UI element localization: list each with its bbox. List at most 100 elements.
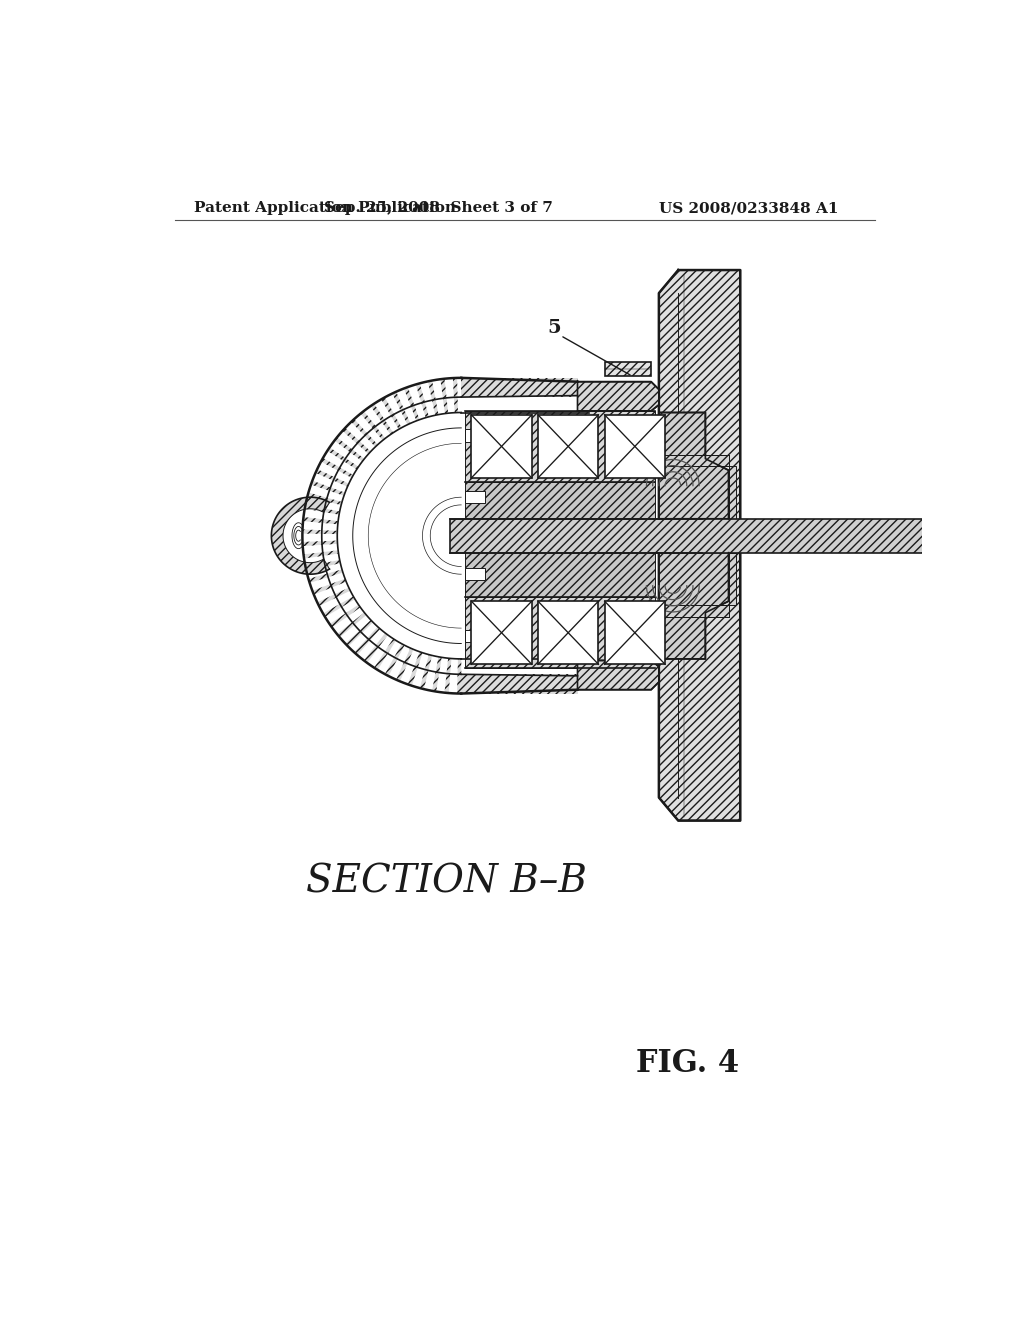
Polygon shape: [350, 449, 365, 462]
Polygon shape: [346, 605, 360, 616]
Polygon shape: [322, 541, 338, 545]
Polygon shape: [308, 574, 328, 583]
Polygon shape: [323, 605, 342, 616]
Bar: [465, 630, 484, 642]
Polygon shape: [335, 437, 352, 453]
Polygon shape: [457, 675, 461, 693]
Polygon shape: [303, 517, 323, 523]
Polygon shape: [327, 569, 343, 577]
Polygon shape: [326, 498, 342, 506]
Polygon shape: [453, 378, 458, 397]
Polygon shape: [435, 657, 441, 673]
Polygon shape: [443, 397, 449, 413]
Polygon shape: [325, 560, 340, 566]
Polygon shape: [440, 379, 446, 399]
Polygon shape: [312, 583, 332, 594]
Polygon shape: [351, 418, 368, 436]
Polygon shape: [331, 578, 346, 587]
Polygon shape: [432, 400, 438, 416]
Polygon shape: [338, 467, 353, 478]
Polygon shape: [302, 529, 322, 533]
Polygon shape: [328, 447, 346, 461]
Bar: [465, 411, 655, 482]
Bar: [471, 414, 531, 478]
Polygon shape: [408, 667, 418, 685]
Polygon shape: [360, 411, 376, 429]
Polygon shape: [428, 380, 435, 400]
Text: FIG. 4: FIG. 4: [636, 1048, 738, 1078]
Polygon shape: [416, 383, 425, 403]
Polygon shape: [444, 673, 451, 693]
Polygon shape: [446, 659, 452, 675]
Polygon shape: [303, 552, 324, 558]
Text: Sep. 25, 2008  Sheet 3 of 7: Sep. 25, 2008 Sheet 3 of 7: [324, 202, 552, 215]
Bar: [538, 414, 598, 478]
Polygon shape: [425, 655, 432, 671]
Polygon shape: [302, 541, 323, 546]
Polygon shape: [658, 271, 740, 821]
Polygon shape: [394, 644, 404, 659]
Polygon shape: [315, 469, 335, 480]
Bar: [465, 568, 484, 581]
Bar: [538, 601, 598, 664]
Polygon shape: [357, 441, 371, 454]
Bar: [461, 378, 578, 397]
Polygon shape: [458, 659, 461, 675]
Polygon shape: [307, 492, 327, 502]
Polygon shape: [354, 638, 370, 655]
Polygon shape: [340, 597, 355, 607]
Bar: [604, 601, 665, 664]
Polygon shape: [578, 381, 658, 411]
Polygon shape: [311, 480, 331, 491]
Text: Patent Application Publication: Patent Application Publication: [194, 202, 456, 215]
Polygon shape: [305, 562, 326, 570]
Polygon shape: [374, 652, 388, 671]
Polygon shape: [317, 594, 336, 606]
Polygon shape: [324, 508, 340, 515]
Bar: [471, 601, 531, 664]
Bar: [461, 675, 578, 693]
Text: 5: 5: [548, 319, 561, 337]
Polygon shape: [658, 412, 729, 519]
Polygon shape: [333, 478, 349, 487]
Polygon shape: [352, 612, 367, 624]
Polygon shape: [420, 669, 428, 689]
Polygon shape: [400, 409, 411, 425]
Polygon shape: [404, 648, 414, 664]
Bar: [465, 482, 655, 597]
Bar: [465, 597, 655, 668]
Polygon shape: [335, 587, 350, 598]
Polygon shape: [392, 392, 404, 411]
Polygon shape: [305, 504, 325, 512]
Polygon shape: [421, 401, 429, 417]
Bar: [604, 414, 665, 478]
Bar: [465, 491, 484, 503]
Polygon shape: [658, 553, 729, 659]
Polygon shape: [271, 498, 330, 574]
Polygon shape: [391, 414, 401, 429]
Polygon shape: [359, 620, 373, 634]
Bar: [450, 519, 1023, 553]
Polygon shape: [364, 645, 379, 663]
Polygon shape: [382, 420, 393, 434]
Polygon shape: [578, 660, 658, 689]
Polygon shape: [322, 531, 337, 535]
Polygon shape: [344, 458, 358, 470]
Polygon shape: [381, 397, 394, 416]
Text: SECTION B–B: SECTION B–B: [306, 863, 587, 900]
Polygon shape: [371, 404, 385, 422]
Polygon shape: [373, 426, 385, 441]
Bar: [604, 363, 651, 376]
Polygon shape: [385, 657, 397, 676]
Polygon shape: [403, 387, 415, 407]
Polygon shape: [411, 405, 420, 421]
Polygon shape: [337, 622, 354, 638]
Polygon shape: [396, 663, 408, 681]
Polygon shape: [321, 458, 340, 471]
Text: US 2008/0233848 A1: US 2008/0233848 A1: [658, 202, 839, 215]
Polygon shape: [345, 631, 361, 647]
Polygon shape: [342, 428, 359, 444]
Polygon shape: [368, 627, 380, 640]
Polygon shape: [658, 553, 736, 616]
Polygon shape: [330, 487, 345, 496]
